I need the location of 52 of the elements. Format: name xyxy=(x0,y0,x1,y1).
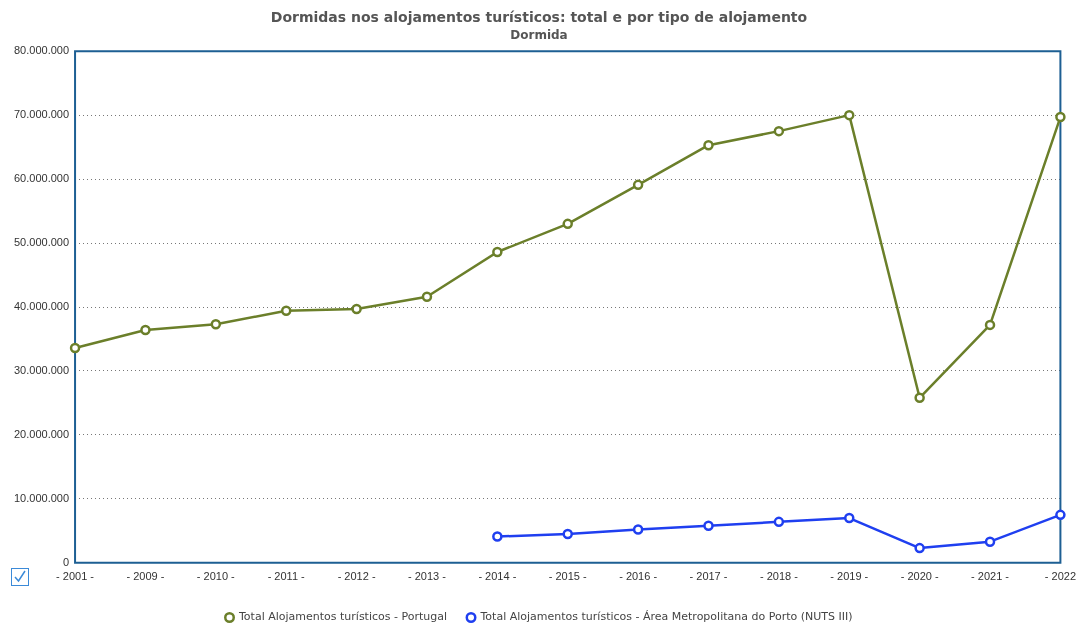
x-tick-label: - 2022 xyxy=(1044,570,1077,583)
point xyxy=(351,303,362,315)
chart-subtitle: Dormida xyxy=(510,28,568,43)
point xyxy=(984,319,996,331)
legend-label: Total Alojamentos turísticos - Área Metropolitana do Porto (NUTS III) xyxy=(479,610,853,624)
point xyxy=(421,291,433,303)
y-tick-label: 50.000.000 xyxy=(13,236,70,249)
x-tick-label: - 2010 - xyxy=(196,570,236,583)
point xyxy=(562,218,573,230)
point xyxy=(140,324,151,336)
point xyxy=(492,531,503,542)
chart-title: Dormidas nos alojamentos turísticos: total e por tipo de alojamento xyxy=(270,9,808,26)
y-tick-label: 30.000.000 xyxy=(13,363,70,376)
point xyxy=(492,246,503,258)
y-tick-label: 70.000.000 xyxy=(13,108,70,121)
x-tick-label: - 2011 - xyxy=(267,570,306,583)
point xyxy=(914,542,925,554)
point xyxy=(844,512,855,524)
point xyxy=(844,109,855,121)
x-tick-label: - 2014 - xyxy=(478,570,517,583)
x-tick-label: - 2016 - xyxy=(619,570,658,583)
point xyxy=(773,516,785,528)
point xyxy=(914,392,925,404)
y-tick-label: 80.000.000 xyxy=(13,44,70,57)
point xyxy=(703,520,714,531)
point xyxy=(773,125,785,137)
y-tick-label: 20.000.000 xyxy=(13,427,70,440)
point xyxy=(1055,509,1066,521)
point xyxy=(632,524,644,535)
x-tick-label: - 2001 - xyxy=(56,570,95,583)
y-tick-label: 10.000.000 xyxy=(13,491,70,504)
x-tick-label: - 2009 - xyxy=(126,570,165,583)
point xyxy=(562,528,573,540)
point xyxy=(210,319,222,330)
point xyxy=(1055,111,1066,123)
x-tick-label: - 2018 - xyxy=(759,570,799,583)
y-tick-label: 40.000.000 xyxy=(13,300,70,313)
point xyxy=(632,179,644,191)
legend-label: Total Alojamentos turísticos - Portugal xyxy=(238,610,448,624)
x-tick-label: - 2019 - xyxy=(830,570,869,583)
x-tick-label: - 2021 - xyxy=(971,570,1010,583)
point xyxy=(69,342,81,354)
point xyxy=(984,536,996,547)
y-tick-label: 0 xyxy=(62,555,70,568)
x-tick-label: - 2017 - xyxy=(689,570,728,583)
x-tick-label: - 2012 - xyxy=(337,570,376,583)
x-tick-label: - 2020 - xyxy=(900,570,939,583)
x-tick-label: - 2015 - xyxy=(548,570,588,583)
point xyxy=(280,305,292,317)
y-tick-label: 60.000.000 xyxy=(13,172,70,185)
point xyxy=(703,139,714,151)
x-tick-label: - 2013 - xyxy=(408,570,447,583)
